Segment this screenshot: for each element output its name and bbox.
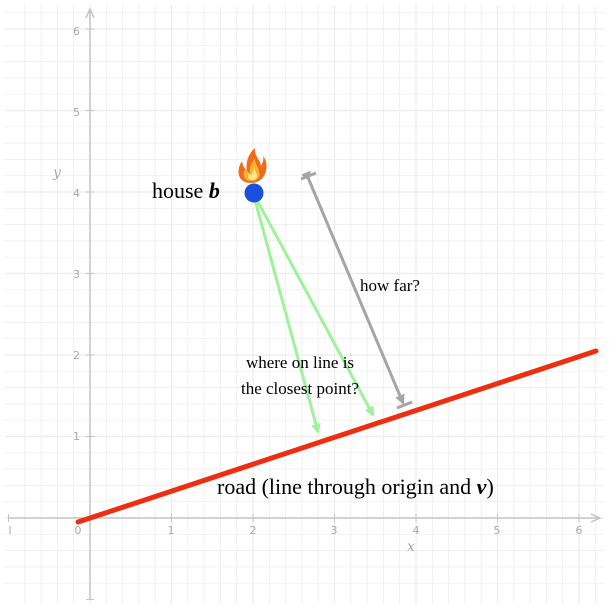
road-label-var: v bbox=[477, 474, 487, 499]
origin-label: 0 bbox=[75, 524, 82, 537]
x-tick-3: 3 bbox=[331, 524, 338, 537]
x-axis-label: x bbox=[407, 539, 415, 555]
axes: 1 2 3 4 5 6 0 l 1 2 3 4 5 6 x y bbox=[8, 10, 599, 600]
y-tick-1: 1 bbox=[73, 430, 80, 443]
neg-x-label: l bbox=[8, 524, 11, 537]
house-label: house b bbox=[152, 178, 220, 203]
y-tick-5: 5 bbox=[73, 106, 80, 119]
where-label-line1: where on line is bbox=[246, 353, 354, 372]
how-far-label: how far? bbox=[360, 276, 420, 295]
house-label-var: b bbox=[209, 178, 220, 203]
house-label-text: house bbox=[152, 178, 209, 203]
distance-indicator bbox=[300, 170, 413, 410]
x-tick-5: 5 bbox=[494, 524, 501, 537]
road-label: road (line through origin and v) bbox=[217, 474, 494, 499]
where-label-line2: the closest point? bbox=[241, 379, 359, 398]
x-tick-2: 2 bbox=[250, 524, 257, 537]
y-tick-6: 6 bbox=[73, 25, 80, 38]
y-axis-label: y bbox=[52, 165, 62, 181]
y-tick-2: 2 bbox=[73, 349, 80, 362]
tick-marks bbox=[8, 28, 580, 600]
fire-icon bbox=[238, 148, 267, 183]
y-tick-4: 4 bbox=[73, 187, 80, 200]
x-tick-1: 1 bbox=[168, 524, 175, 537]
road-label-post: ) bbox=[486, 474, 493, 499]
x-tick-4: 4 bbox=[413, 524, 420, 537]
x-tick-6: 6 bbox=[576, 524, 583, 537]
road-line bbox=[75, 348, 599, 525]
y-tick-3: 3 bbox=[73, 268, 80, 281]
house-point bbox=[244, 183, 264, 203]
road-label-pre: road (line through origin and bbox=[217, 474, 477, 499]
